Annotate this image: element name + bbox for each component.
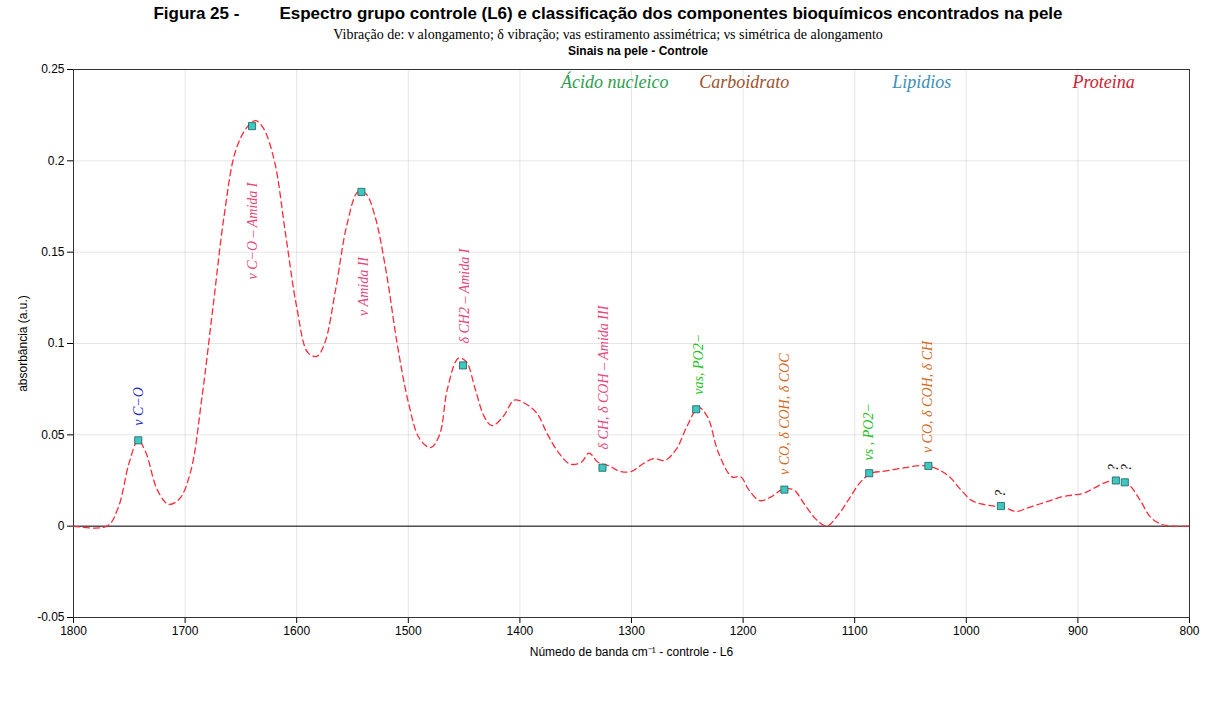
svg-text:Númedo de banda cm⁻¹ - control: Númedo de banda cm⁻¹ - controle - L6 <box>530 645 734 659</box>
svg-text:ν C−O: ν C−O <box>131 387 146 426</box>
svg-text:?: ? <box>993 490 1008 497</box>
svg-text:1200: 1200 <box>730 624 757 638</box>
svg-text:ν CO, δ COH, δ CH: ν CO, δ COH, δ CH <box>920 340 935 453</box>
svg-text:νs , PO2−: νs , PO2− <box>861 403 876 460</box>
svg-text:δ CH2 – Amida I: δ CH2 – Amida I <box>457 247 472 343</box>
svg-text:0.25: 0.25 <box>41 62 65 76</box>
svg-text:ν Amida II: ν Amida II <box>356 256 371 316</box>
svg-text:1400: 1400 <box>507 624 534 638</box>
svg-text:900: 900 <box>1068 624 1088 638</box>
html-text:Figura 25 -: Figura 25 - <box>153 4 240 23</box>
svg-text:Ácido nucleico: Ácido nucleico <box>560 71 668 92</box>
html-text:Espectro grupo controle (L6) e: Espectro grupo controle (L6) e classific… <box>279 4 1063 23</box>
svg-text:0.15: 0.15 <box>41 245 65 259</box>
svg-text:νas, PO2−: νas, PO2− <box>691 334 706 395</box>
svg-text:absorbância (a.u.): absorbância (a.u.) <box>16 295 30 392</box>
svg-text:1600: 1600 <box>283 624 310 638</box>
svg-text:0: 0 <box>58 519 65 533</box>
svg-text:?: ? <box>1119 464 1134 471</box>
svg-text:ν C−O – Amida I: ν C−O – Amida I <box>245 181 260 279</box>
svg-text:-0.05: -0.05 <box>37 610 65 624</box>
svg-text:Lipidios: Lipidios <box>891 72 951 92</box>
svg-text:1800: 1800 <box>60 624 87 638</box>
svg-text:1000: 1000 <box>953 624 980 638</box>
svg-text:δ CH, δ COH – Amida III: δ CH, δ COH – Amida III <box>596 304 611 449</box>
svg-text:800: 800 <box>1179 624 1199 638</box>
html-text:Vibração de: ν alongamento; δ: Vibração de: ν alongamento; δ vibração; … <box>333 27 883 42</box>
svg-text:1500: 1500 <box>395 624 422 638</box>
svg-text:0.2: 0.2 <box>48 154 65 168</box>
svg-text:0.05: 0.05 <box>41 428 65 442</box>
svg-text:Carboidrato: Carboidrato <box>699 72 789 92</box>
svg-text:1700: 1700 <box>172 624 199 638</box>
svg-text:Proteina: Proteina <box>1071 72 1134 92</box>
svg-text:0.1: 0.1 <box>48 336 65 350</box>
svg-text:1300: 1300 <box>618 624 645 638</box>
html-text:Sinais na pele - Controle: Sinais na pele - Controle <box>568 44 708 58</box>
svg-text:ν CO, δ COH, δ COC: ν CO, δ COH, δ COC <box>777 353 792 475</box>
svg-text:1100: 1100 <box>842 624 868 638</box>
